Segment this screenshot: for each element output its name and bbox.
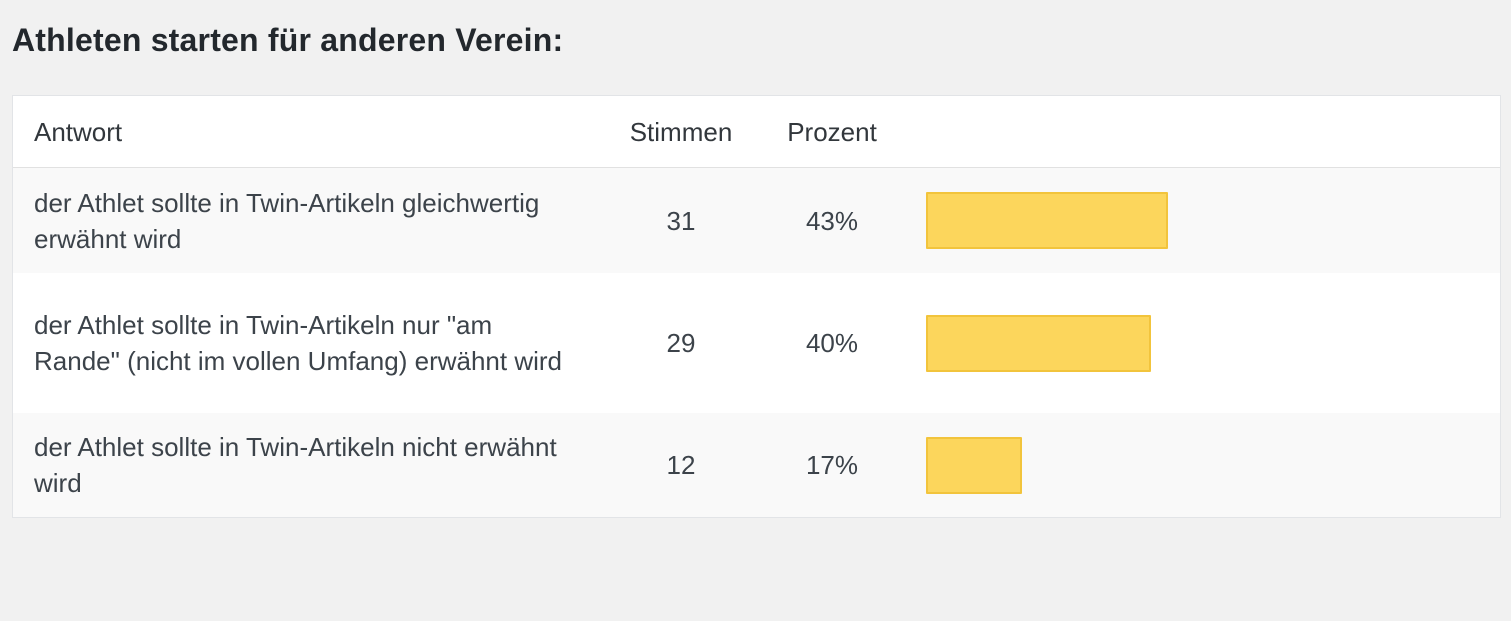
answer-text: der Athlet sollte in Twin-Artikeln gleic… bbox=[34, 187, 540, 254]
answer-text: der Athlet sollte in Twin-Artikeln nicht… bbox=[34, 432, 557, 498]
result-bar bbox=[926, 192, 1168, 249]
table-row: der Athlet sollte in Twin-Artikeln nicht… bbox=[13, 413, 1500, 517]
vote-percent: 40% bbox=[805, 328, 859, 358]
table-row: der Athlet sollte in Twin-Artikeln gleic… bbox=[13, 168, 1500, 273]
vote-percent: 43% bbox=[805, 205, 859, 236]
vote-count: 31 bbox=[666, 205, 696, 236]
bar-cell bbox=[912, 192, 1500, 249]
results-table: Antwort Stimmen Prozent der Athlet sollt… bbox=[12, 95, 1501, 518]
result-bar bbox=[926, 314, 1151, 372]
bar-cell bbox=[912, 436, 1500, 494]
answer-text: der Athlet sollte in Twin-Artikeln nur "… bbox=[34, 310, 562, 376]
poll-title: Athleten starten für anderen Verein: bbox=[12, 22, 564, 58]
column-header-answer: Antwort bbox=[34, 116, 123, 147]
table-row: der Athlet sollte in Twin-Artikeln nur "… bbox=[13, 273, 1500, 413]
column-header-percent: Prozent bbox=[787, 116, 877, 147]
bar-cell bbox=[912, 314, 1500, 372]
column-header-votes: Stimmen bbox=[629, 116, 733, 147]
vote-percent: 17% bbox=[805, 450, 859, 480]
table-header-row: Antwort Stimmen Prozent bbox=[13, 96, 1500, 168]
vote-count: 29 bbox=[666, 328, 696, 358]
vote-count: 12 bbox=[666, 450, 696, 480]
result-bar bbox=[926, 436, 1022, 494]
